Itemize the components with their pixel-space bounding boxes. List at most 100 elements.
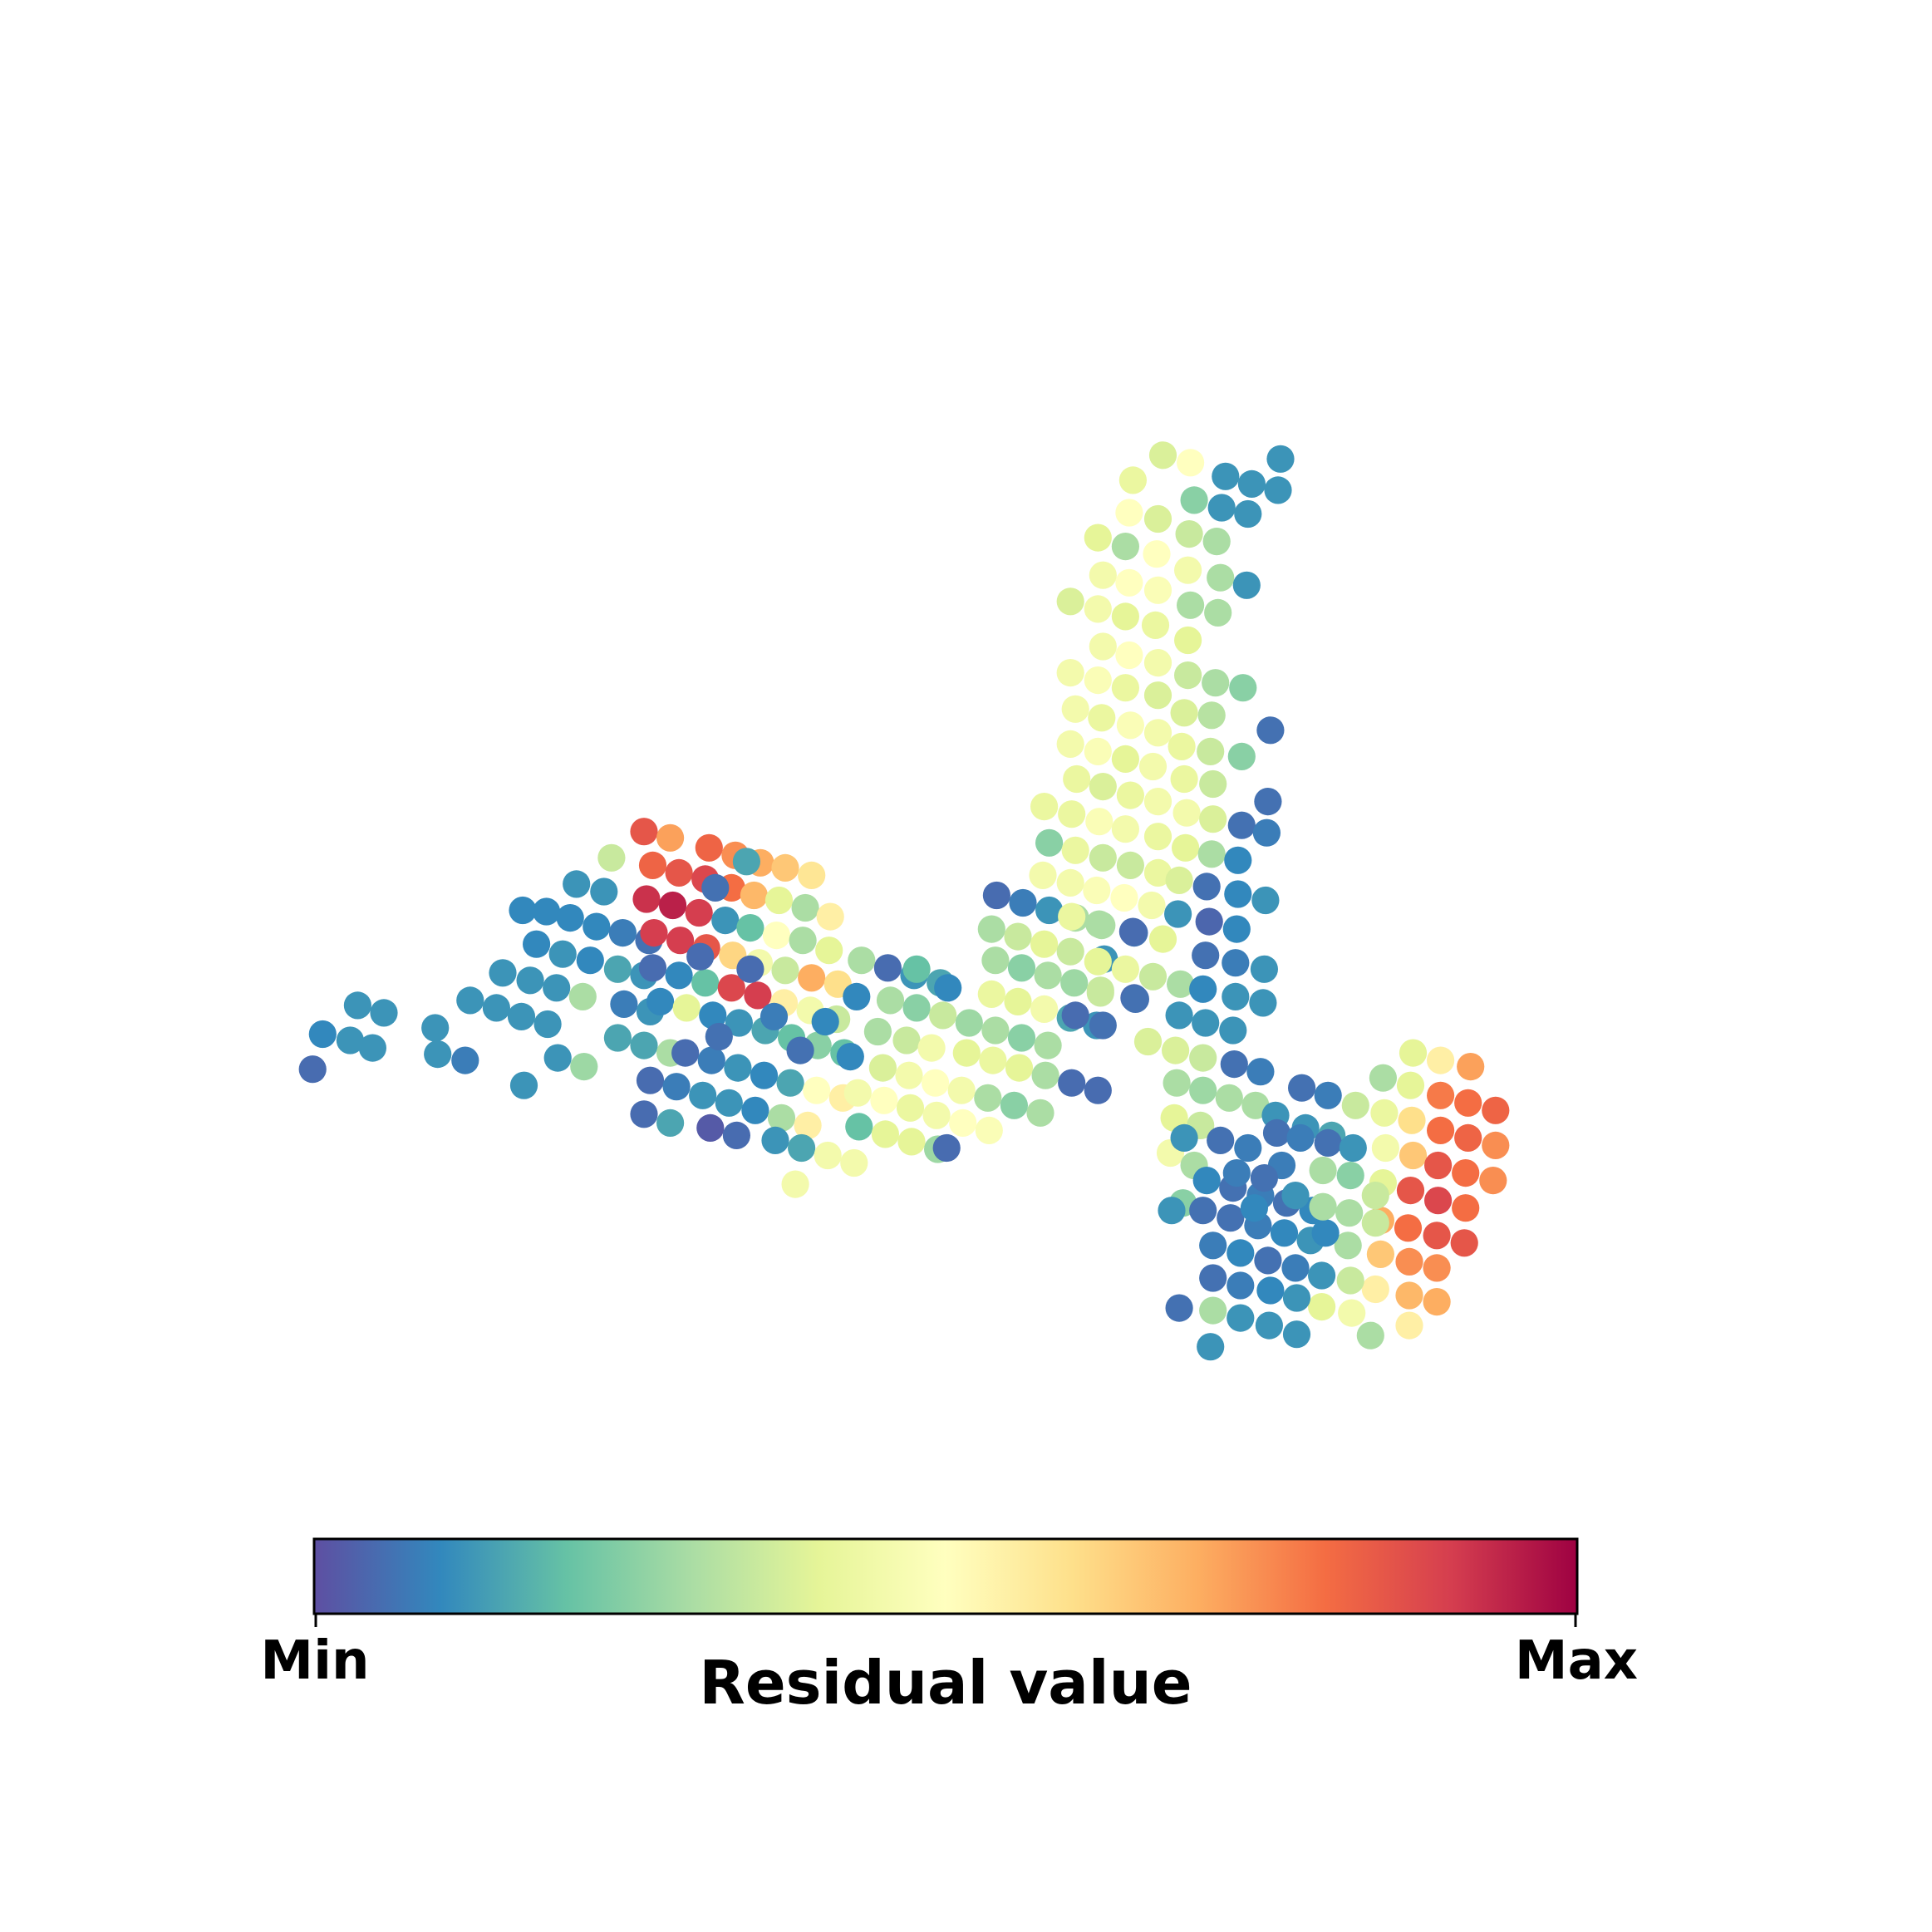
scatter-point xyxy=(715,1089,743,1117)
scatter-point xyxy=(1399,1039,1428,1067)
scatter-point xyxy=(876,986,905,1015)
scatter-point xyxy=(1056,937,1084,966)
scatter-point xyxy=(1118,466,1147,494)
scatter-point xyxy=(509,896,537,925)
scatter-point xyxy=(1111,815,1139,843)
scatter-point xyxy=(975,1116,1003,1144)
scatter-point xyxy=(1115,641,1143,670)
scatter-point xyxy=(1004,922,1032,951)
scatter-point xyxy=(922,1069,950,1097)
scatter-point xyxy=(1121,985,1149,1013)
scatter-point xyxy=(697,1046,725,1074)
scatter-point xyxy=(646,987,675,1015)
scatter-point xyxy=(638,954,667,982)
scatter-point xyxy=(671,1039,700,1067)
scatter-point xyxy=(489,959,517,987)
scatter-point xyxy=(1399,1141,1428,1170)
scatter-point xyxy=(636,1066,665,1094)
scatter-point xyxy=(897,1128,926,1156)
scatter-point xyxy=(764,886,794,915)
scatter-point xyxy=(1398,1106,1426,1134)
scatter-point xyxy=(1056,587,1084,616)
scatter-point xyxy=(1370,1099,1399,1127)
scatter-point xyxy=(1172,833,1200,862)
scatter-point xyxy=(1180,486,1208,514)
scatter-point xyxy=(1227,811,1256,839)
scatter-point xyxy=(977,980,1005,1008)
scatter-point xyxy=(1143,649,1172,677)
scatter-point xyxy=(1174,626,1202,655)
scatter-point xyxy=(1148,441,1177,469)
scatter-point xyxy=(1336,1162,1364,1190)
scatter-point xyxy=(1030,930,1059,958)
scatter-point xyxy=(917,1034,946,1062)
scatter-point xyxy=(1314,1081,1342,1109)
series-lower-right-cluster xyxy=(1156,1039,1510,1361)
scatter-point xyxy=(1207,494,1236,522)
scatter-point xyxy=(1026,1099,1054,1127)
scatter-point xyxy=(760,1002,789,1030)
scatter-point xyxy=(1227,1271,1255,1300)
scatter-point xyxy=(981,1016,1010,1045)
scatter-point xyxy=(1396,1177,1425,1205)
scatter-point xyxy=(656,823,685,852)
scatter-point xyxy=(815,937,843,965)
scatter-point xyxy=(1249,989,1277,1017)
scatter-point xyxy=(1202,669,1230,697)
scatter-point xyxy=(1143,823,1172,851)
scatter-point xyxy=(1339,1133,1367,1163)
scatter-point xyxy=(1227,1239,1255,1267)
scatter-point xyxy=(1111,745,1139,774)
scatter-point xyxy=(1199,805,1227,833)
scatter-point xyxy=(1192,1167,1221,1195)
scatter-point xyxy=(1056,730,1084,759)
scatter-point xyxy=(1000,1091,1028,1119)
scatter-point xyxy=(947,1076,976,1104)
colorbar-max-label: Max xyxy=(1515,1630,1638,1692)
scatter-point xyxy=(1158,1197,1186,1225)
scatter-point xyxy=(1199,1296,1227,1325)
scatter-point xyxy=(724,1054,752,1082)
scatter-point xyxy=(1165,866,1193,894)
scatter-point xyxy=(696,1113,725,1142)
scatter-point xyxy=(543,974,571,1002)
scatter-point xyxy=(656,1109,685,1137)
scatter-point xyxy=(786,1036,814,1064)
scatter-point xyxy=(1369,1064,1397,1092)
scatter-point xyxy=(691,969,720,997)
scatter-point xyxy=(1219,1016,1247,1045)
scatter-point xyxy=(1143,540,1171,568)
scatter-point xyxy=(1338,1299,1366,1327)
scatter-point xyxy=(845,1113,873,1141)
scatter-point xyxy=(1009,888,1037,917)
scatter-point xyxy=(1060,969,1089,997)
scatter-point xyxy=(1395,1247,1423,1276)
scatter-point xyxy=(1175,520,1203,548)
scatter-point xyxy=(1165,1001,1193,1030)
scatter-point xyxy=(1170,764,1198,794)
scatter-point xyxy=(1262,1118,1291,1147)
scatter-point xyxy=(1222,949,1250,977)
scatter-point xyxy=(761,1126,789,1154)
scatter-point xyxy=(1192,1009,1220,1037)
scatter-point xyxy=(1202,528,1231,556)
scatter-point xyxy=(1250,955,1278,983)
scatter-point xyxy=(1165,1294,1193,1322)
scatter-point xyxy=(929,1001,957,1030)
scatter-point xyxy=(1423,1222,1451,1250)
scatter-point xyxy=(1030,793,1059,821)
scatter-point xyxy=(781,1170,809,1198)
scatter-point xyxy=(1222,1159,1251,1187)
scatter-point xyxy=(665,858,693,887)
scatter-point xyxy=(1143,504,1172,533)
scatter-point xyxy=(1207,563,1235,592)
scatter-point xyxy=(1199,1264,1227,1292)
scatter-point xyxy=(1085,808,1113,836)
scatter-point xyxy=(1361,1209,1389,1237)
scatter-point xyxy=(776,1069,804,1097)
series-left-cluster xyxy=(298,818,892,1198)
scatter-point xyxy=(701,873,730,902)
scatter-point xyxy=(1138,962,1168,991)
scatter-point xyxy=(870,1086,898,1114)
